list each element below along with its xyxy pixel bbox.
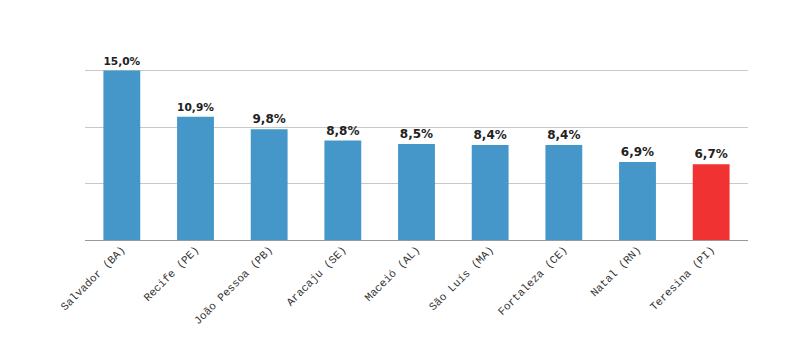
svg-text:8,4%: 8,4% (474, 128, 507, 142)
svg-text:8,8%: 8,8% (326, 124, 359, 138)
svg-text:9,8%: 9,8% (253, 112, 286, 126)
svg-text:São Luís (MA): São Luís (MA) (427, 244, 496, 313)
svg-text:Aracaju (SE): Aracaju (SE) (284, 244, 349, 309)
svg-text:Natal (RN): Natal (RN) (588, 244, 643, 299)
svg-text:Fortaleza (CE): Fortaleza (CE) (496, 244, 570, 318)
svg-text:8,5%: 8,5% (400, 127, 433, 141)
svg-text:João Pessoa (PB): João Pessoa (PB) (192, 244, 275, 327)
svg-text:15,0%: 15,0% (103, 55, 140, 68)
svg-text:Maceió (AL): Maceió (AL) (363, 244, 423, 304)
svg-text:10,9%: 10,9% (177, 101, 214, 114)
svg-text:Teresina (PI): Teresina (PI) (648, 244, 717, 313)
svg-text:8,4%: 8,4% (547, 128, 580, 142)
svg-text:Salvador (BA): Salvador (BA) (59, 244, 128, 313)
svg-text:6,9%: 6,9% (621, 145, 654, 159)
svg-text:Recife (PE): Recife (PE) (142, 244, 202, 304)
svg-text:6,7%: 6,7% (695, 147, 728, 161)
